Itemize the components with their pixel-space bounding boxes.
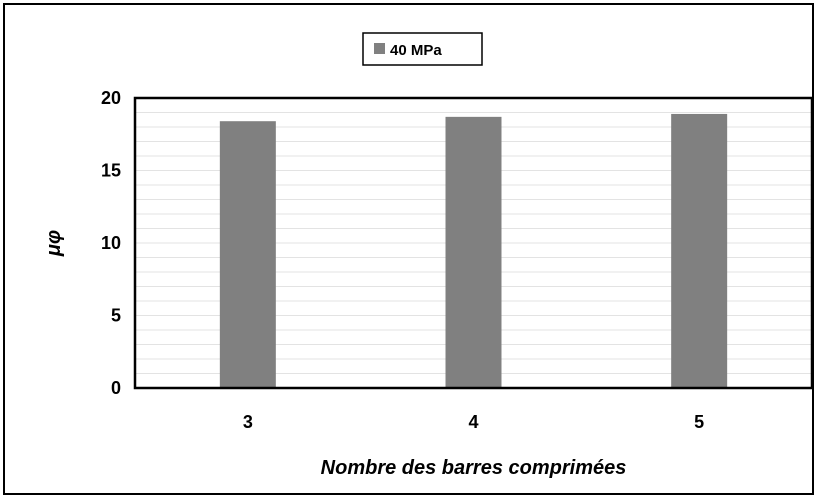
y-tick-label: 10 [101, 233, 121, 253]
legend-label: 40 MPa [390, 42, 442, 59]
legend: 40 MPa [363, 33, 482, 65]
x-tick-label: 4 [468, 412, 478, 432]
bar [446, 117, 502, 388]
bar [671, 114, 727, 388]
x-tick-label: 3 [243, 412, 253, 432]
y-tick-label: 20 [101, 88, 121, 108]
y-tick-labels: 0 5 10 15 20 [101, 88, 121, 398]
y-tick-label: 15 [101, 161, 121, 181]
bars [220, 114, 727, 388]
bar [220, 121, 276, 388]
legend-swatch [374, 43, 385, 54]
x-tick-labels: 3 4 5 [243, 412, 704, 432]
y-axis-title: μφ [43, 230, 65, 257]
y-tick-label: 0 [111, 378, 121, 398]
x-axis-title: Nombre des barres comprimées [321, 457, 627, 479]
x-tick-label: 5 [694, 412, 704, 432]
y-tick-label: 5 [111, 306, 121, 326]
